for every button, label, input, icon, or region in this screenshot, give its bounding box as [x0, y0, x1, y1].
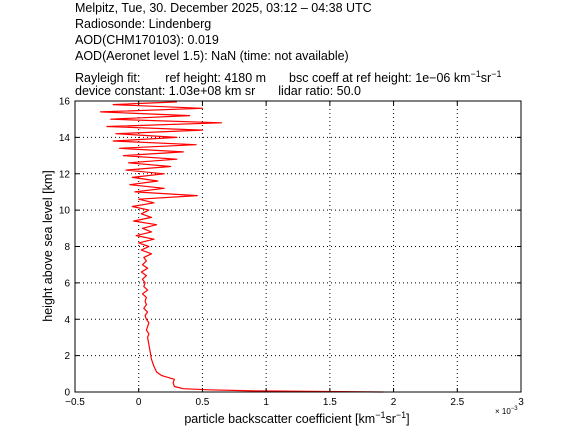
header-line-radiosonde: Radiosonde: Lindenberg	[75, 17, 212, 31]
bsc-unit-exp1: −1	[470, 69, 481, 79]
y-tick-label: 10	[59, 206, 71, 217]
rayleigh-label: Rayleigh fit:	[75, 71, 141, 86]
y-tick-label: 14	[59, 133, 71, 144]
x-multiplier: × 10−3	[495, 406, 518, 416]
y-tick-label: 4	[64, 315, 70, 326]
x-tick-label: 3	[518, 397, 524, 408]
y-tick-labels: 0 2 4 6 8 10 12 14 16	[59, 97, 71, 399]
bsc-unit-sr: sr	[480, 71, 492, 86]
x-axis-label: particle backscatter coefficient [km−1sr…	[184, 410, 409, 426]
y-tick-label: 0	[64, 388, 70, 399]
x-tick-label: 2.5	[450, 397, 464, 408]
x-tick-label: 0.5	[195, 397, 209, 408]
x-tick-label: 1	[263, 397, 269, 408]
lidar-ratio: lidar ratio: 50.0	[278, 84, 361, 98]
header-line-aeronet: AOD(Aeronet level 1.5): NaN (time: not a…	[75, 49, 349, 63]
grid-lines	[75, 101, 521, 392]
y-tick-label: 16	[59, 97, 71, 108]
plot-frame	[74, 100, 522, 393]
ref-height: ref height: 4180 m	[165, 71, 267, 86]
y-axis-label: height above sea level [km]	[41, 170, 55, 321]
series-group	[99, 101, 384, 393]
device-constant: device constant: 1.03e+08 km sr	[75, 84, 256, 98]
y-tick-label: 12	[59, 169, 71, 180]
header-line-location-time: Melpitz, Tue, 30. December 2025, 03:12 –…	[75, 1, 372, 15]
header-line-device: device constant: 1.03e+08 km sr lidar ra…	[75, 83, 361, 99]
x-tick-label: 0	[136, 397, 142, 408]
series-line-backscatter	[99, 101, 384, 393]
y-tick-label: 8	[64, 242, 70, 253]
header-line-aod: AOD(CHM170103): 0.019	[75, 33, 219, 47]
x-tick-labels: −0.5 0 0.5 1 1.5 2 2.5 3	[65, 397, 524, 408]
y-tick-label: 2	[64, 351, 70, 362]
bsc-coeff: bsc coeff at ref height: 1e−06 km	[289, 71, 471, 86]
bsc-unit-exp2: −1	[491, 69, 502, 79]
header-line-rayleigh: Rayleigh fit: ref height: 4180 m bsc coe…	[75, 66, 501, 86]
x-tick-label: 2	[391, 397, 397, 408]
tick-marks	[74, 100, 522, 393]
x-tick-label: −0.5	[65, 397, 85, 408]
x-tick-label: 1.5	[323, 397, 337, 408]
y-tick-label: 6	[64, 278, 70, 289]
